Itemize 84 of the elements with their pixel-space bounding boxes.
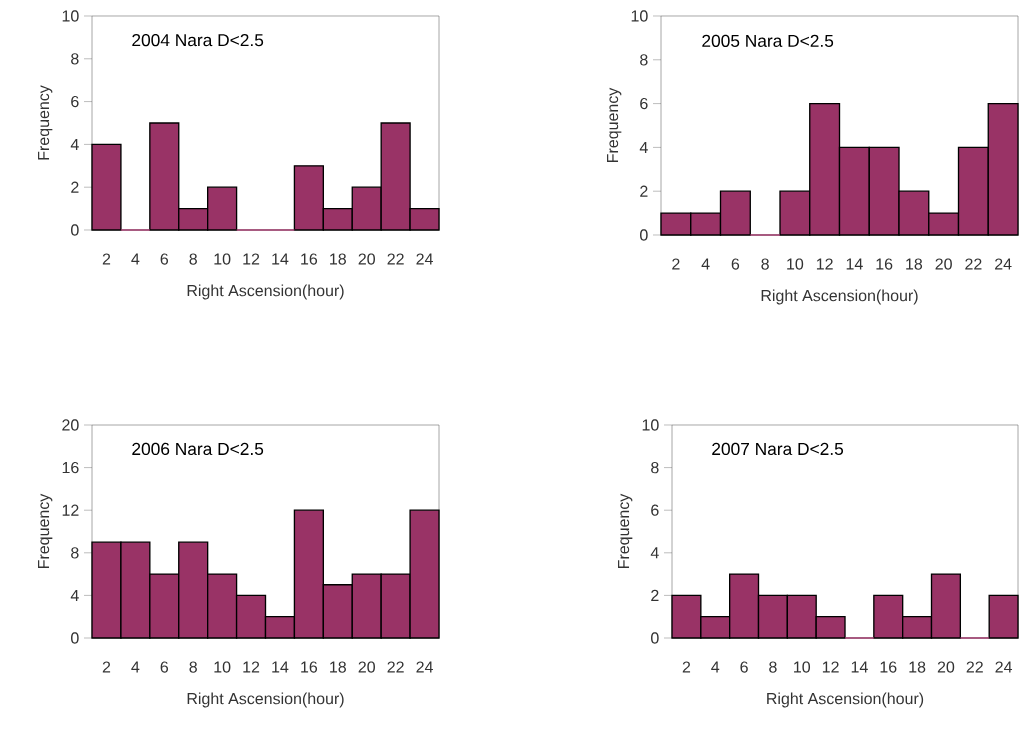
x-tick-label: 8: [761, 258, 769, 270]
x-tick-label: 18: [906, 258, 923, 270]
x-tick-label: 18: [330, 253, 346, 265]
x-axis-title: Right Ascension(hour): [761, 289, 918, 305]
x-tick-label: 10: [214, 661, 231, 673]
x-axis-title: Right Ascension(hour): [187, 692, 344, 708]
x-tick-label: 14: [851, 661, 868, 673]
y-tick-label: 4: [70, 138, 79, 150]
y-tick-label: 2: [640, 185, 648, 197]
y-axis-title: Frequency: [618, 493, 633, 568]
y-tick-label: 2: [651, 589, 659, 601]
x-tick-label: 18: [909, 661, 926, 673]
x-tick-label: 20: [937, 661, 955, 673]
y-tick-label: 8: [651, 461, 659, 474]
x-tick-label: 20: [935, 258, 952, 270]
x-tick-label: 10: [214, 253, 231, 265]
x-tick-label: 12: [243, 253, 260, 265]
x-tick-label: 24: [416, 253, 433, 265]
y-tick-label: 4: [650, 547, 659, 559]
y-tick-label: 20: [62, 419, 79, 431]
y-tick-label: 10: [631, 10, 648, 22]
x-tick-label: 22: [387, 253, 404, 265]
x-tick-label: 6: [731, 258, 740, 270]
x-tick-label: 20: [358, 253, 375, 265]
x-tick-label: 6: [740, 661, 748, 673]
y-tick-label: 0: [651, 632, 659, 644]
y-tick-label: 8: [71, 547, 79, 559]
y-tick-label: 8: [640, 54, 648, 66]
x-tick-label: 22: [966, 661, 983, 673]
x-tick-label: 16: [301, 661, 318, 673]
x-axis-title: Right Ascension(hour): [767, 692, 924, 708]
y-tick-label: 16: [62, 461, 79, 474]
y-tick-label: 6: [71, 95, 79, 108]
x-tick-label: 4: [711, 661, 720, 673]
x-tick-label: 8: [189, 253, 197, 265]
x-tick-label: 14: [272, 661, 289, 673]
x-tick-label: 12: [816, 258, 833, 270]
x-tick-label: 24: [995, 258, 1012, 270]
y-tick-label: 12: [62, 504, 79, 516]
x-tick-label: 2: [672, 258, 680, 270]
y-tick-label: 0: [71, 224, 79, 236]
text: 2004 Nara D<2.5: [132, 33, 264, 47]
y-tick-label: 0: [71, 632, 79, 644]
x-tick-label: 24: [995, 661, 1013, 673]
text: 2006 Nara D<2.5: [132, 442, 264, 456]
x-tick-label: 8: [189, 661, 197, 673]
y-tick-label: 4: [70, 589, 79, 601]
x-tick-label: 10: [787, 258, 804, 270]
x-tick-label: 6: [160, 661, 169, 673]
x-tick-label: 16: [876, 258, 893, 270]
x-tick-label: 18: [330, 661, 346, 673]
x-tick-label: 2: [102, 253, 111, 265]
x-tick-label: 20: [358, 661, 375, 673]
x-tick-label: 16: [880, 661, 897, 673]
y-axis-title: Frequency: [607, 87, 622, 162]
y-tick-label: 10: [62, 10, 79, 22]
y-tick-label: 2: [71, 181, 79, 193]
x-tick-label: 12: [822, 661, 839, 673]
x-axis-title: Right Ascension(hour): [187, 284, 344, 300]
x-tick-label: 4: [131, 661, 140, 673]
x-tick-label: 14: [272, 253, 289, 265]
y-tick-label: 8: [71, 53, 79, 65]
y-tick-label: 6: [640, 97, 648, 110]
text: 2007 Nara D<2.5: [712, 442, 844, 456]
text: 2005 Nara D<2.5: [702, 34, 834, 47]
x-tick-label: 10: [794, 661, 811, 673]
x-tick-label: 2: [682, 661, 691, 673]
y-axis-title: Frequency: [38, 493, 53, 568]
x-tick-label: 22: [387, 661, 404, 673]
x-tick-label: 24: [416, 661, 433, 673]
y-tick-label: 10: [642, 419, 659, 431]
x-tick-label: 4: [701, 258, 710, 270]
x-tick-label: 8: [769, 661, 777, 673]
y-axis-title: Frequency: [38, 85, 53, 160]
x-tick-label: 2: [102, 661, 111, 673]
x-tick-label: 6: [160, 253, 169, 265]
y-tick-label: 6: [651, 504, 659, 516]
x-tick-label: 4: [131, 253, 140, 265]
y-tick-label: 0: [640, 229, 648, 241]
y-tick-label: 4: [639, 141, 648, 153]
x-tick-label: 16: [301, 253, 318, 265]
x-tick-label: 12: [243, 661, 260, 673]
x-tick-label: 14: [846, 258, 863, 270]
x-tick-label: 22: [965, 258, 982, 270]
